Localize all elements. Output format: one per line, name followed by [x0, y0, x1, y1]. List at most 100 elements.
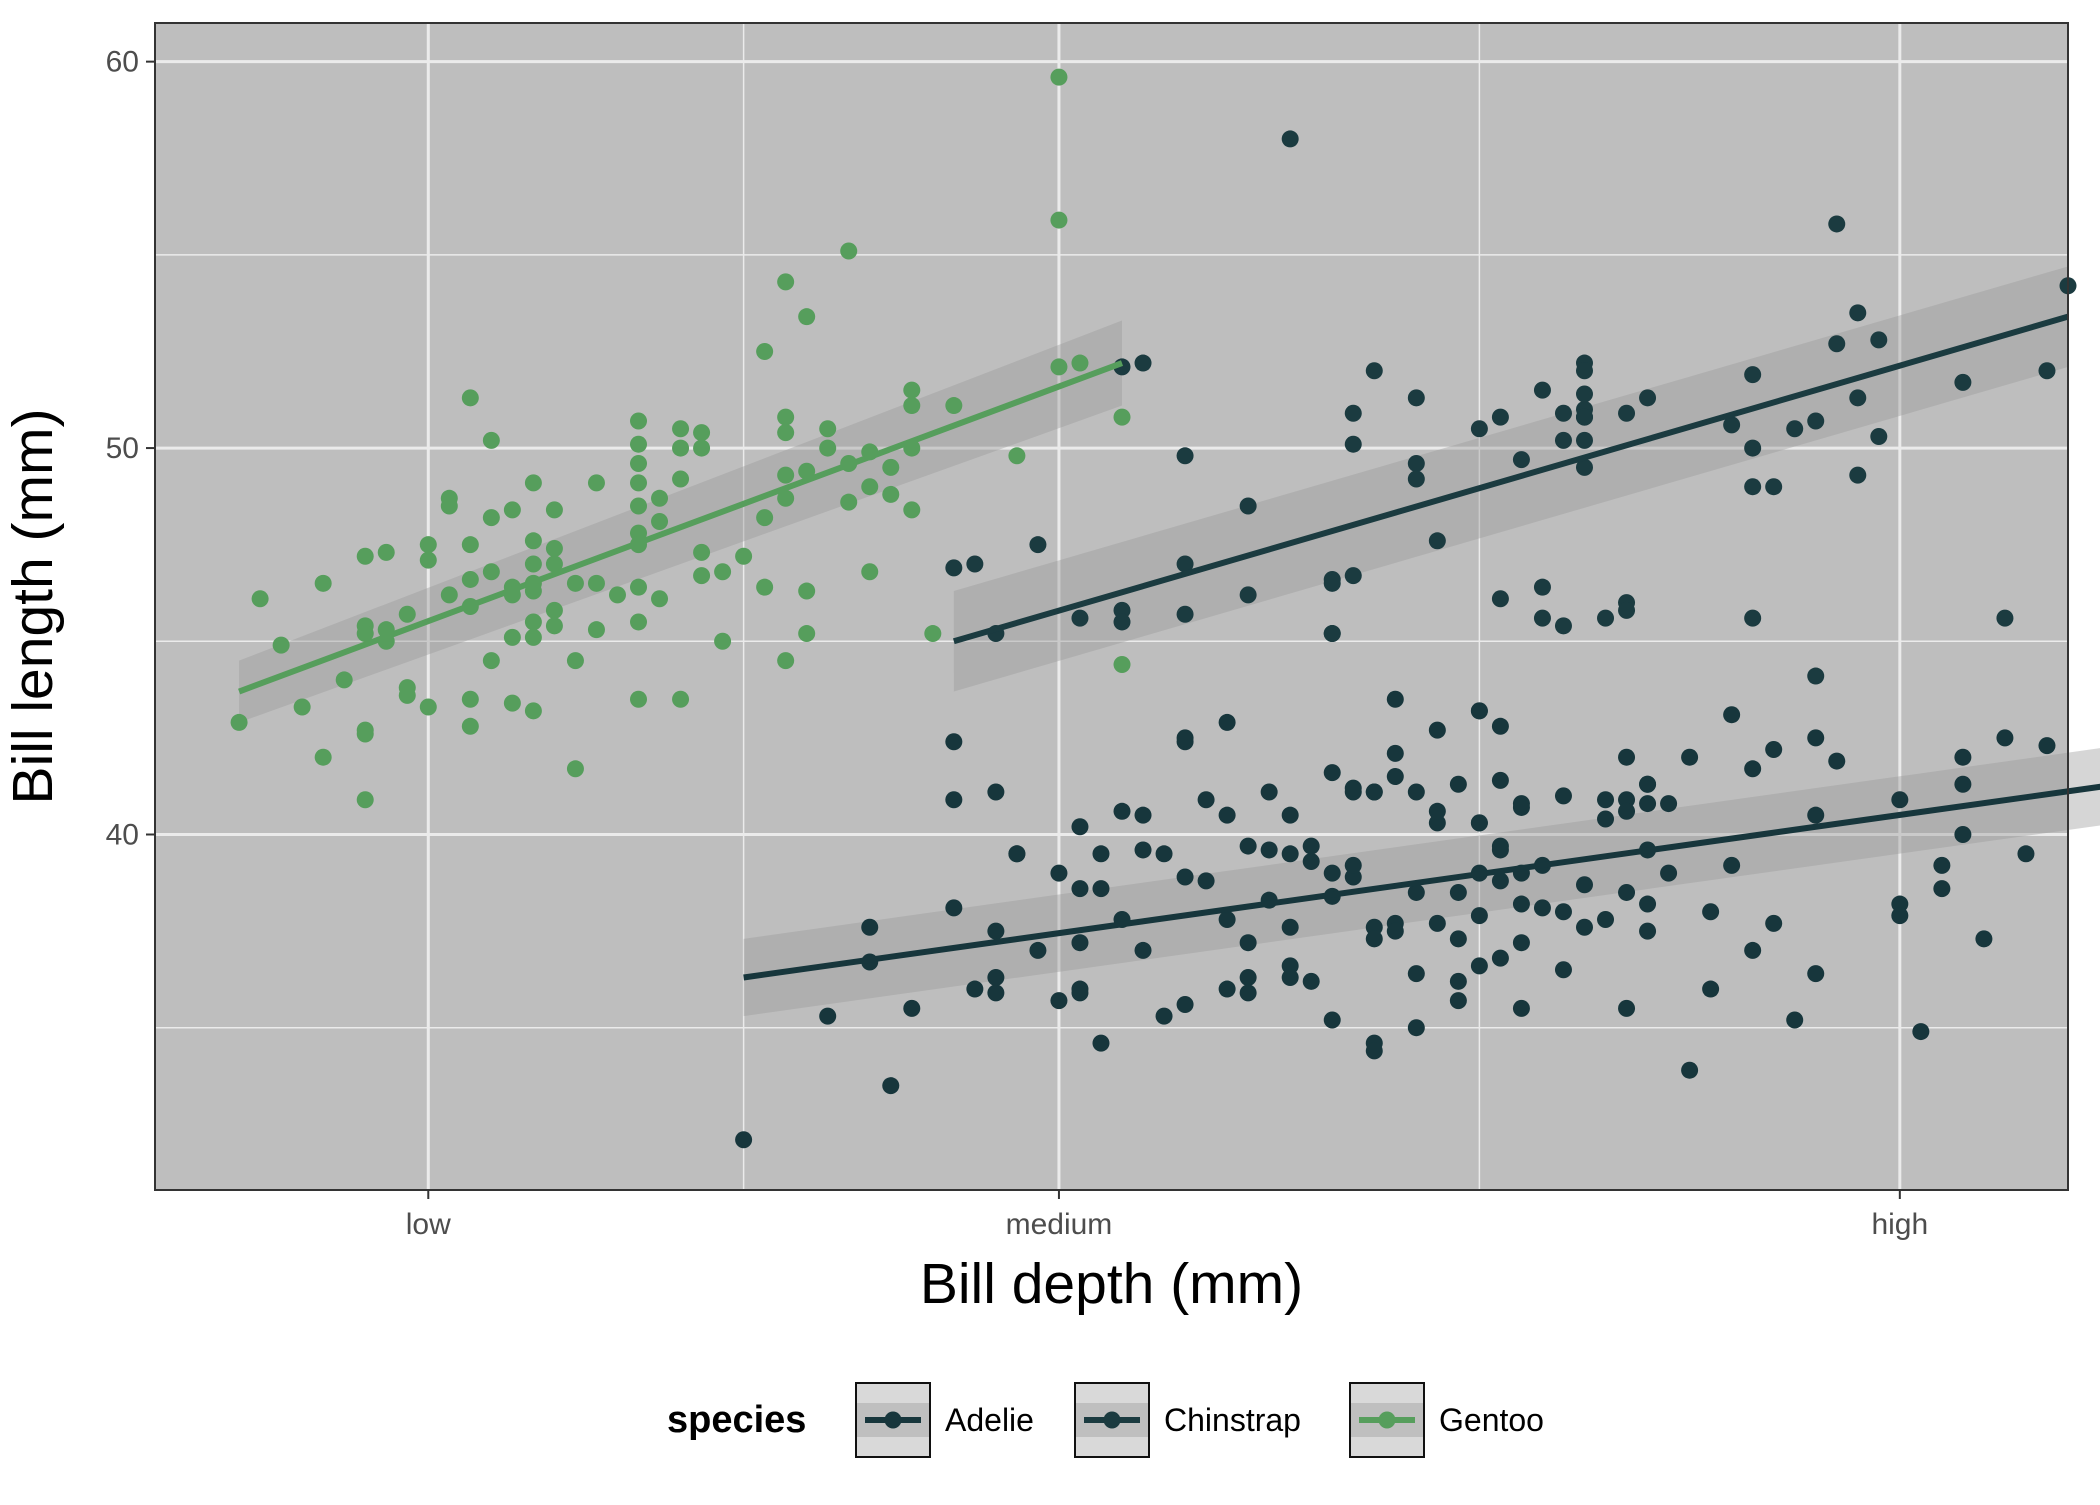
- point-chinstrap: [1723, 416, 1741, 434]
- point-gentoo: [1113, 408, 1131, 426]
- point-chinstrap: [1239, 497, 1257, 515]
- point-adelie: [1344, 779, 1362, 797]
- point-adelie: [1554, 787, 1572, 805]
- point-chinstrap: [1849, 466, 1867, 484]
- point-gentoo: [545, 555, 563, 573]
- point-adelie: [1639, 795, 1657, 813]
- point-adelie: [1092, 1034, 1110, 1052]
- point-adelie: [1386, 768, 1404, 786]
- point-gentoo: [693, 439, 711, 457]
- point-adelie: [1597, 911, 1615, 929]
- point-gentoo: [840, 493, 858, 511]
- point-adelie: [1449, 930, 1467, 948]
- point-gentoo: [882, 458, 900, 476]
- point-adelie: [1239, 837, 1257, 855]
- point-adelie: [1449, 775, 1467, 793]
- point-gentoo: [524, 613, 542, 631]
- point-adelie: [1723, 706, 1741, 724]
- point-adelie: [1302, 972, 1320, 990]
- point-gentoo: [524, 628, 542, 646]
- fit-line-chinstrap: [952, 313, 2069, 645]
- point-gentoo: [735, 547, 753, 565]
- point-gentoo: [545, 617, 563, 635]
- point-adelie: [987, 922, 1005, 940]
- point-adelie: [1071, 980, 1089, 998]
- point-gentoo: [251, 590, 269, 608]
- point-gentoo: [503, 694, 521, 712]
- point-chinstrap: [1870, 427, 1888, 445]
- axes: low medium high 40 50 60: [106, 46, 1929, 1241]
- point-gentoo: [819, 439, 837, 457]
- point-adelie: [1302, 837, 1320, 855]
- point-chinstrap: [1344, 404, 1362, 422]
- point-adelie: [1176, 996, 1194, 1014]
- point-chinstrap: [1491, 408, 1509, 426]
- point-gentoo: [419, 551, 437, 569]
- point-chinstrap: [1996, 609, 2014, 627]
- point-chinstrap: [1828, 215, 1846, 233]
- point-adelie: [1428, 802, 1446, 820]
- point-gentoo: [335, 671, 353, 689]
- point-adelie: [1660, 795, 1678, 813]
- point-adelie: [1386, 922, 1404, 940]
- point-gentoo: [524, 474, 542, 492]
- data-points: [230, 68, 2077, 1149]
- point-gentoo: [777, 652, 795, 670]
- point-chinstrap: [2038, 362, 2056, 380]
- point-adelie: [1323, 1011, 1341, 1029]
- point-adelie: [1218, 713, 1236, 731]
- point-gentoo: [356, 791, 374, 809]
- point-gentoo: [630, 497, 648, 515]
- point-gentoo: [777, 424, 795, 442]
- point-chinstrap: [1113, 613, 1131, 631]
- legend-item-adelie: Adelie: [855, 1382, 1034, 1458]
- point-gentoo: [903, 381, 921, 399]
- point-adelie: [1260, 841, 1278, 859]
- point-gentoo: [798, 625, 816, 643]
- x-tick-label: low: [406, 1208, 451, 1241]
- point-adelie: [861, 918, 879, 936]
- point-gentoo: [440, 586, 458, 604]
- point-gentoo: [630, 435, 648, 453]
- point-adelie: [1744, 941, 1762, 959]
- point-gentoo: [230, 713, 248, 731]
- point-adelie: [1828, 752, 1846, 770]
- point-adelie: [1512, 895, 1530, 913]
- point-gentoo: [356, 625, 374, 643]
- point-gentoo: [524, 555, 542, 573]
- point-gentoo: [672, 470, 690, 488]
- point-gentoo: [630, 613, 648, 631]
- point-chinstrap: [1281, 130, 1299, 148]
- y-tick-label: 60: [106, 46, 139, 79]
- point-adelie: [1660, 864, 1678, 882]
- point-adelie: [1092, 880, 1110, 898]
- point-adelie: [1029, 941, 1047, 959]
- point-chinstrap: [1176, 555, 1194, 573]
- point-adelie: [1365, 1042, 1383, 1060]
- point-adelie: [1512, 934, 1530, 952]
- point-chinstrap: [1575, 458, 1593, 476]
- point-gentoo: [482, 563, 500, 581]
- point-adelie: [1365, 930, 1383, 948]
- point-adelie: [1618, 748, 1636, 766]
- point-adelie: [1155, 845, 1173, 863]
- point-gentoo: [461, 690, 479, 708]
- point-gentoo: [693, 543, 711, 561]
- y-tick-label: 40: [106, 818, 139, 851]
- point-gentoo: [756, 578, 774, 596]
- point-adelie: [1618, 883, 1636, 901]
- point-chinstrap: [1744, 609, 1762, 627]
- point-gentoo: [651, 590, 669, 608]
- point-adelie: [1071, 934, 1089, 952]
- point-adelie: [1176, 868, 1194, 886]
- point-adelie: [1933, 856, 1951, 874]
- point-chinstrap: [1554, 404, 1572, 422]
- point-gentoo: [440, 497, 458, 515]
- point-adelie: [1702, 980, 1720, 998]
- point-adelie: [1912, 1023, 1930, 1041]
- point-gentoo: [903, 397, 921, 415]
- point-adelie: [1428, 914, 1446, 932]
- point-gentoo: [924, 625, 942, 643]
- point-adelie: [1428, 721, 1446, 739]
- point-adelie: [1197, 872, 1215, 890]
